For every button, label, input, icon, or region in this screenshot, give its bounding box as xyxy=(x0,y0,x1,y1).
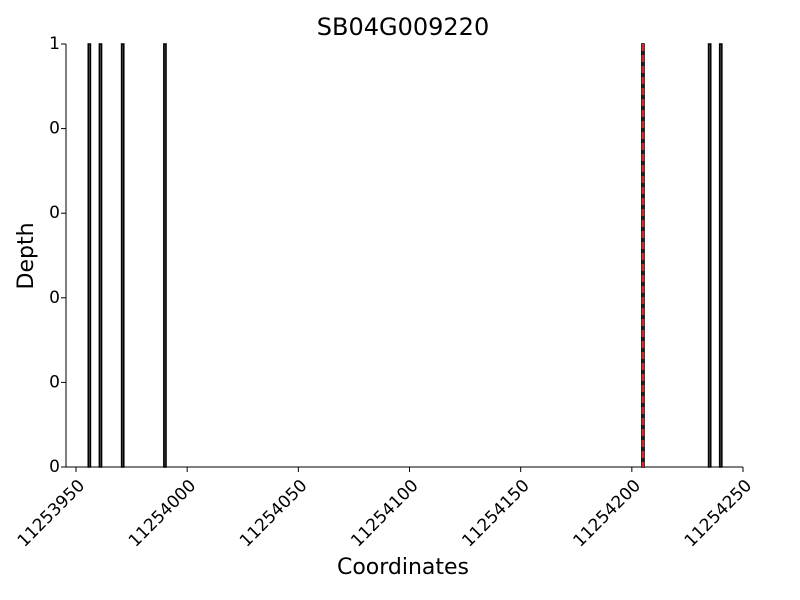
y-axis-label: Depth xyxy=(14,222,39,289)
bar xyxy=(87,43,92,468)
chart-title: SB04G009220 xyxy=(317,13,489,41)
bar xyxy=(718,43,723,468)
y-tick-label: 0 xyxy=(49,372,60,392)
x-tick-label: 11254000 xyxy=(125,476,200,551)
x-tick-label: 11254200 xyxy=(570,476,645,551)
x-tick-label: 11254050 xyxy=(236,476,311,551)
bar xyxy=(163,43,167,468)
bar xyxy=(98,43,103,468)
x-tick-label: 11254100 xyxy=(347,476,422,551)
y-tick-label: 0 xyxy=(49,457,60,477)
y-tick-label: 0 xyxy=(49,119,60,139)
y-tick-label: 0 xyxy=(49,288,60,308)
bar xyxy=(120,43,125,468)
bar xyxy=(707,43,712,468)
y-tick-label: 0 xyxy=(49,203,60,223)
y-tick-label: 1 xyxy=(49,34,60,54)
x-tick-label: 11254250 xyxy=(681,476,756,551)
x-tick-label: 11254150 xyxy=(458,476,533,551)
x-axis-label: Coordinates xyxy=(337,555,469,580)
x-tick-label: 11253950 xyxy=(14,476,89,551)
